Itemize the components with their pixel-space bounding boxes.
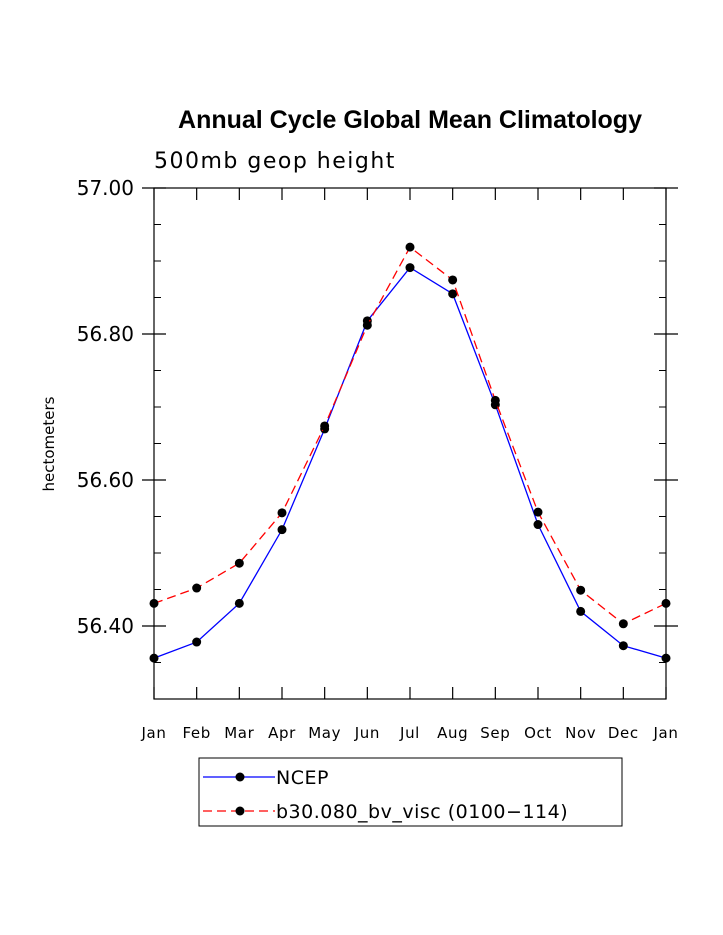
legend-marker-1 [235,806,245,816]
x-tick-label: Dec [608,724,639,742]
data-point-1 [661,598,671,608]
y-axis: 56.40 56.60 56.80 57.00 [77,176,678,700]
legend-marker-0 [235,772,245,782]
data-point-1 [149,598,159,608]
y-tick-label: 57.00 [77,176,134,200]
x-tick-label: Jul [399,724,420,742]
legend-box [198,757,623,827]
data-point-0 [149,653,159,663]
chart-title: Annual Cycle Global Mean Climatology [178,106,642,134]
series-line-1 [153,246,667,625]
data-point-0 [533,520,543,530]
y-axis-label: hectometers [40,396,58,491]
x-tick-label: Mar [224,724,254,742]
x-tick-label: Apr [268,724,296,742]
x-axis: Jan Feb Mar Apr May Jun Jul Aug Sep Oct Nov Dec Jan [141,188,679,742]
x-tick-label: Jan [141,724,167,742]
data-point-0 [277,525,287,535]
x-tick-label: Feb [182,724,210,742]
series-line-0 [153,266,667,659]
data-point-0 [234,598,244,608]
data-point-0 [661,653,671,663]
data-point-1 [192,583,202,593]
x-tick-label: Jun [354,724,380,742]
x-tick-label: Oct [524,724,552,742]
data-point-1 [320,421,330,431]
y-tick-label: 56.80 [77,322,134,346]
x-tick-label: Jan [653,724,679,742]
data-point-1 [362,320,372,330]
data-point-1 [234,558,244,568]
data-point-1 [490,395,500,405]
y-tick-label: 56.40 [77,614,134,638]
chart-subtitle: 500mb geop height [154,149,396,174]
data-point-0 [405,263,415,273]
data-point-1 [618,619,628,629]
legend-label-0: NCEP [276,767,329,789]
data-series [149,242,671,663]
legend: NCEP b30.080_bv_visc (0100−114) [198,757,623,827]
x-tick-label: Sep [480,724,510,742]
legend-label-1: b30.080_bv_visc (0100−114) [276,801,568,823]
y-tick-label: 56.60 [77,468,134,492]
data-point-1 [405,242,415,252]
data-point-1 [533,507,543,517]
data-point-0 [192,637,202,647]
data-point-0 [448,289,458,299]
data-point-1 [277,508,287,518]
data-point-0 [576,606,586,616]
x-tick-label: May [308,724,341,742]
x-tick-label: Nov [565,724,596,742]
data-point-1 [448,275,458,285]
data-point-1 [576,585,586,595]
data-point-0 [618,641,628,651]
x-tick-label: Aug [437,724,468,742]
